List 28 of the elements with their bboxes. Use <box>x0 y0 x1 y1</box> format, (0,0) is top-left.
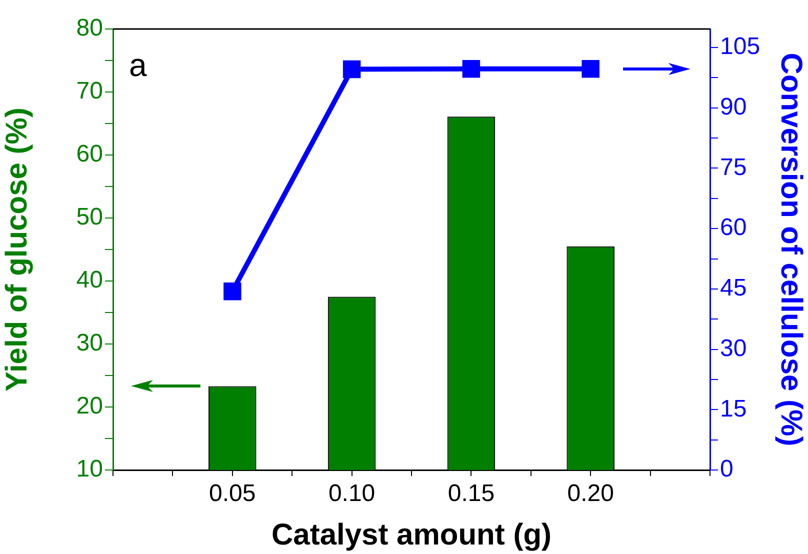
y2-tick-label: 15 <box>720 395 747 422</box>
y2-tick-label: 75 <box>720 154 747 181</box>
point <box>462 60 480 78</box>
point <box>582 60 600 78</box>
y2-tick-label: 60 <box>720 214 747 242</box>
x-tick-label: 0.15 <box>448 480 495 508</box>
y-tick-label: 80 <box>76 14 103 42</box>
y2-tick-label: 90 <box>720 93 747 120</box>
annotation: a <box>129 46 147 83</box>
y-tick-label: 30 <box>76 330 103 357</box>
y-tick-label: 40 <box>76 266 103 294</box>
point <box>342 60 361 78</box>
y-tick-label: 20 <box>76 392 103 420</box>
x-axis-title: Catalyst amount (g) <box>271 518 552 552</box>
x-tick-label: 0.05 <box>209 480 256 508</box>
y2-tick-label: 30 <box>720 334 747 362</box>
y2-tick-label: 105 <box>720 33 760 60</box>
y2-tick-label: 45 <box>720 274 747 302</box>
y-tick-label: 50 <box>76 204 103 231</box>
y-tick-label: 70 <box>76 78 103 105</box>
y2-tick-label: 0 <box>720 456 734 483</box>
point <box>224 282 242 300</box>
x-tick-label: 0.10 <box>328 480 376 508</box>
y-tick-label: 60 <box>76 140 103 168</box>
y-tick-label: 10 <box>76 456 103 483</box>
x-tick-label: 0.20 <box>567 480 614 508</box>
y-axis-title: Yield of glucose (%) <box>0 108 34 392</box>
y2-axis-title: Conversion of cellulose (%) <box>774 52 808 446</box>
